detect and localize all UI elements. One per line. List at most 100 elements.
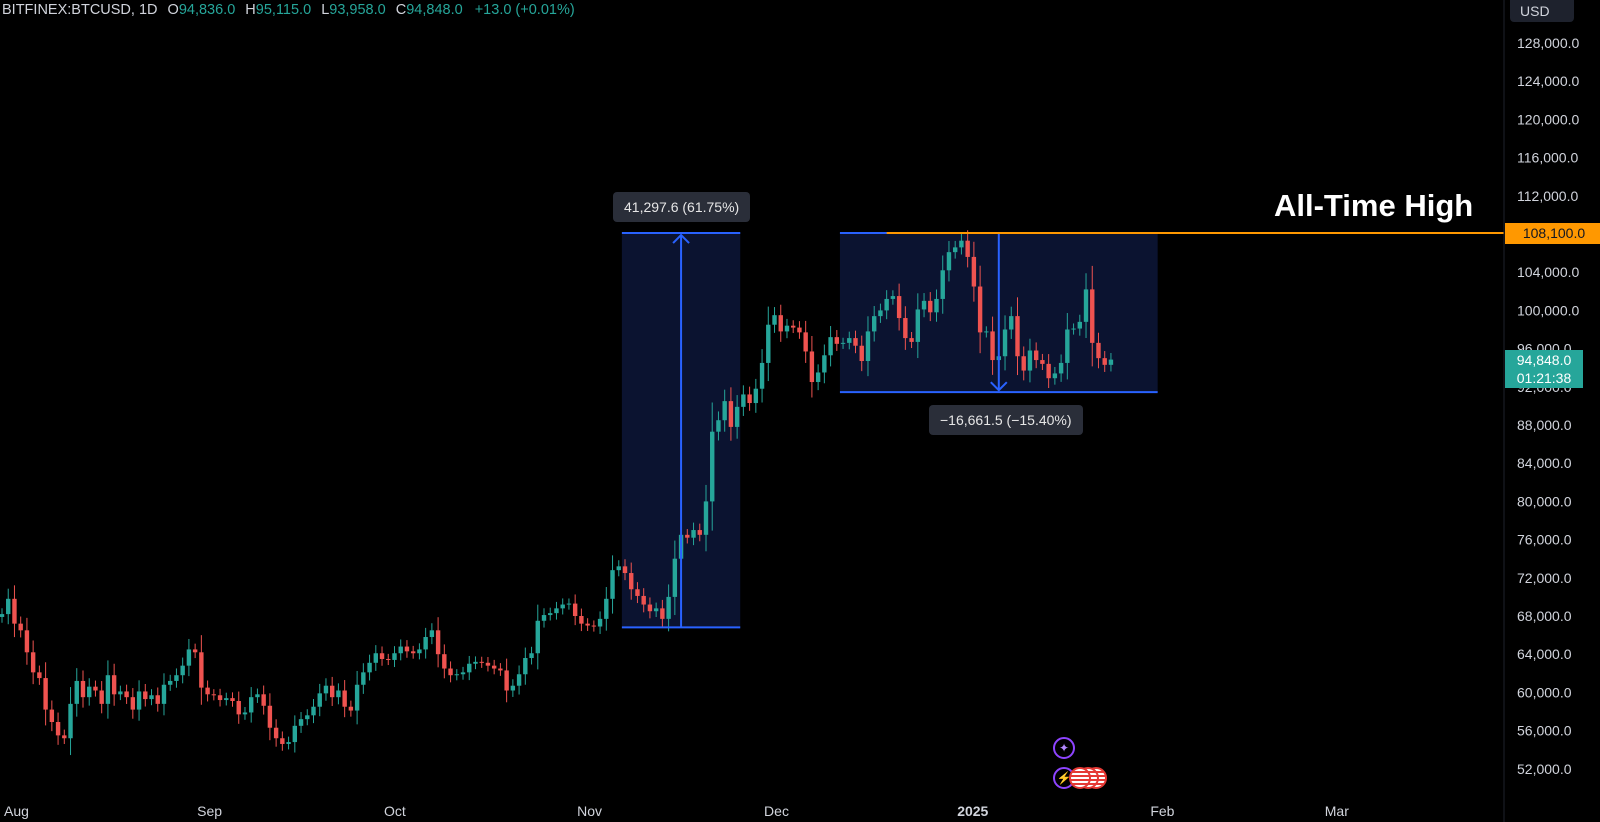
candle-body: [516, 674, 522, 686]
candle-body: [442, 654, 447, 669]
candle-body: [952, 247, 958, 253]
candle-body: [977, 286, 983, 333]
sparkle-icon[interactable]: ✦: [1053, 737, 1075, 759]
candle-body: [529, 653, 534, 659]
candle-body: [498, 668, 503, 671]
candle-body: [990, 331, 995, 361]
candle-body: [815, 372, 821, 383]
candle-body: [55, 722, 61, 736]
measure-overlays: [621, 232, 1504, 629]
candle-body: [822, 355, 827, 373]
candle-body: [386, 658, 391, 660]
candle-body: [473, 661, 478, 664]
all-time-high-label: All-Time High: [1274, 188, 1474, 223]
candle-body: [30, 652, 36, 673]
candle-body: [1033, 350, 1039, 361]
candle-body: [653, 608, 659, 612]
candle-body: [168, 680, 173, 685]
time-axis[interactable]: Aug Sep Oct Nov Dec 2025 Feb Mar: [4, 803, 1349, 819]
price-tick-label: 124,000.0: [1517, 73, 1579, 89]
candle-body: [803, 332, 808, 352]
currency-selector[interactable]: USD: [1510, 0, 1574, 22]
candle-body: [286, 742, 291, 744]
ath-price-tag: 108,100.0: [1505, 223, 1600, 244]
candle-body: [722, 401, 727, 421]
up-arrow-head: [672, 233, 690, 244]
candle-body: [323, 685, 329, 694]
candle-body: [367, 662, 372, 673]
candle-body: [118, 691, 123, 695]
price-tick-label: 128,000.0: [1517, 35, 1579, 51]
candle-body: [261, 694, 266, 706]
candle-body: [616, 566, 621, 571]
candle-body: [1027, 350, 1033, 371]
candle-body: [934, 298, 939, 313]
price-axis[interactable]: 128,000.0 124,000.0 120,000.0 116,000.0 112,…: [1517, 35, 1579, 777]
candlestick-series: [0, 230, 1114, 756]
change-value: +13.0 (+0.01%): [474, 2, 575, 18]
time-tick-label: Feb: [1150, 803, 1174, 819]
symbol-label[interactable]: BITFINEX:BTCUSD, 1D: [2, 2, 158, 18]
candle-body: [1065, 329, 1070, 363]
candle-body: [853, 338, 858, 346]
open-label: O: [167, 2, 179, 18]
candle-body: [435, 630, 441, 655]
candle-body: [772, 315, 777, 325]
candle-body: [130, 697, 136, 710]
candle-body: [329, 685, 335, 698]
countdown-timer: 01:21:38: [1516, 370, 1572, 386]
candle-body: [666, 596, 671, 619]
last-price-tag: 94,848.0 01:21:38: [1505, 350, 1583, 388]
candle-body: [43, 678, 48, 710]
candle-body: [1108, 359, 1114, 365]
candle-body: [510, 685, 516, 691]
candle-body: [940, 270, 945, 299]
candle-body: [174, 675, 179, 681]
candle-body: [6, 598, 11, 615]
us-flag-icon[interactable]: [1069, 767, 1091, 789]
price-tick-label: 52,000.0: [1517, 761, 1572, 777]
candle-body: [523, 658, 528, 675]
candle-body: [311, 706, 316, 716]
candle-body: [878, 310, 883, 317]
candle-body: [224, 698, 229, 701]
candle-body: [305, 715, 310, 720]
candle-body: [834, 337, 840, 344]
price-tick-label: 84,000.0: [1517, 455, 1572, 471]
candle-body: [1015, 316, 1020, 357]
candle-body: [255, 694, 260, 698]
candle-body: [280, 738, 285, 744]
price-tick-label: 80,000.0: [1517, 493, 1572, 509]
high-label: H: [245, 2, 256, 18]
candle-body: [890, 296, 896, 299]
candle-body: [859, 345, 864, 362]
candle-body: [672, 558, 678, 597]
candle-body: [12, 598, 17, 624]
candle-body: [747, 394, 752, 404]
candle-body: [491, 665, 497, 669]
candle-body: [1102, 358, 1107, 365]
candle-body: [186, 649, 192, 666]
close-label: C: [395, 2, 407, 18]
candle-body: [753, 388, 759, 404]
candle-body: [548, 613, 553, 616]
candle-body: [984, 331, 989, 333]
candle-body: [1077, 321, 1082, 329]
price-tick-label: 72,000.0: [1517, 570, 1572, 586]
candle-body: [485, 662, 491, 666]
time-tick-label: Mar: [1325, 803, 1349, 819]
candle-body: [273, 727, 279, 739]
candle-body: [448, 668, 453, 676]
candle-body: [641, 595, 646, 605]
candle-body: [710, 431, 715, 502]
symbol-header: BITFINEX:BTCUSD, 1D O94,836.0 H95,115.0 …: [2, 2, 575, 18]
candle-body: [566, 603, 572, 605]
candle-body: [18, 623, 23, 631]
candle-body: [840, 342, 846, 344]
candle-body: [572, 603, 578, 616]
candle-body: [267, 705, 273, 728]
high-value: 95,115.0: [255, 2, 312, 18]
candle-body: [635, 589, 640, 596]
candle-body: [149, 695, 154, 700]
